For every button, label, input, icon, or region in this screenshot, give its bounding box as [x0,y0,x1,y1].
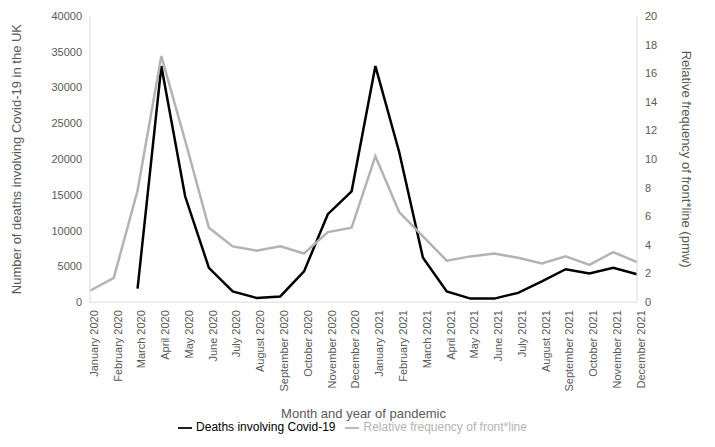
svg-text:4: 4 [645,239,651,251]
svg-text:February 2020: February 2020 [112,310,124,382]
svg-text:0: 0 [645,296,651,308]
svg-text:10000: 10000 [51,225,82,237]
svg-text:April 2020: April 2020 [159,310,171,360]
svg-text:February 2021: February 2021 [397,310,409,382]
svg-text:15000: 15000 [51,189,82,201]
svg-text:0: 0 [76,296,82,308]
svg-text:20000: 20000 [51,153,82,165]
svg-text:6: 6 [645,210,651,222]
html-text:Relative frequency of front*li: Relative frequency of front*line [363,420,527,435]
svg-text:May 2021: May 2021 [468,310,480,358]
svg-text:September 2021: September 2021 [563,310,575,391]
svg-text:December 2021: December 2021 [635,310,647,388]
svg-text:March 2021: March 2021 [421,310,433,368]
svg-text:June 2020: June 2020 [207,310,219,361]
svg-text:July 2020: July 2020 [231,310,243,357]
svg-text:October 2021: October 2021 [587,310,599,377]
svg-text:16: 16 [645,67,657,79]
svg-text:10: 10 [645,153,657,165]
svg-text:May 2020: May 2020 [183,310,195,358]
svg-text:September 2020: September 2020 [278,310,290,391]
svg-text:Relative frequency of front*li: Relative frequency of front*line (pmw) [679,51,694,268]
svg-text:30000: 30000 [51,81,82,93]
svg-text:January 2021: January 2021 [373,310,385,377]
svg-text:8: 8 [645,182,651,194]
svg-text:14: 14 [645,96,657,108]
svg-text:Month and year of pandemic: Month and year of pandemic [281,406,446,421]
svg-text:2: 2 [645,267,651,279]
svg-text:April 2021: April 2021 [445,310,457,360]
svg-text:25000: 25000 [51,117,82,129]
svg-text:18: 18 [645,39,657,51]
svg-text:October 2020: October 2020 [302,310,314,377]
svg-text:November 2020: November 2020 [326,310,338,388]
svg-text:12: 12 [645,124,657,136]
svg-text:June 2021: June 2021 [492,310,504,361]
svg-text:August 2021: August 2021 [540,310,552,372]
svg-text:March 2020: March 2020 [135,310,147,368]
svg-text:July 2021: July 2021 [516,310,528,357]
svg-text:November 2021: November 2021 [611,310,623,388]
svg-text:5000: 5000 [58,260,82,272]
html-text:Deaths involving Covid-19: Deaths involving Covid-19 [196,420,336,435]
svg-text:January 2020: January 2020 [88,310,100,377]
svg-text:35000: 35000 [51,46,82,58]
svg-text:40000: 40000 [51,10,82,22]
svg-text:December 2020: December 2020 [349,310,361,388]
svg-text:August 2020: August 2020 [254,310,266,372]
svg-text:Number of deaths involving Cov: Number of deaths involving Covid-19 in t… [9,24,24,295]
svg-text:20: 20 [645,10,657,22]
